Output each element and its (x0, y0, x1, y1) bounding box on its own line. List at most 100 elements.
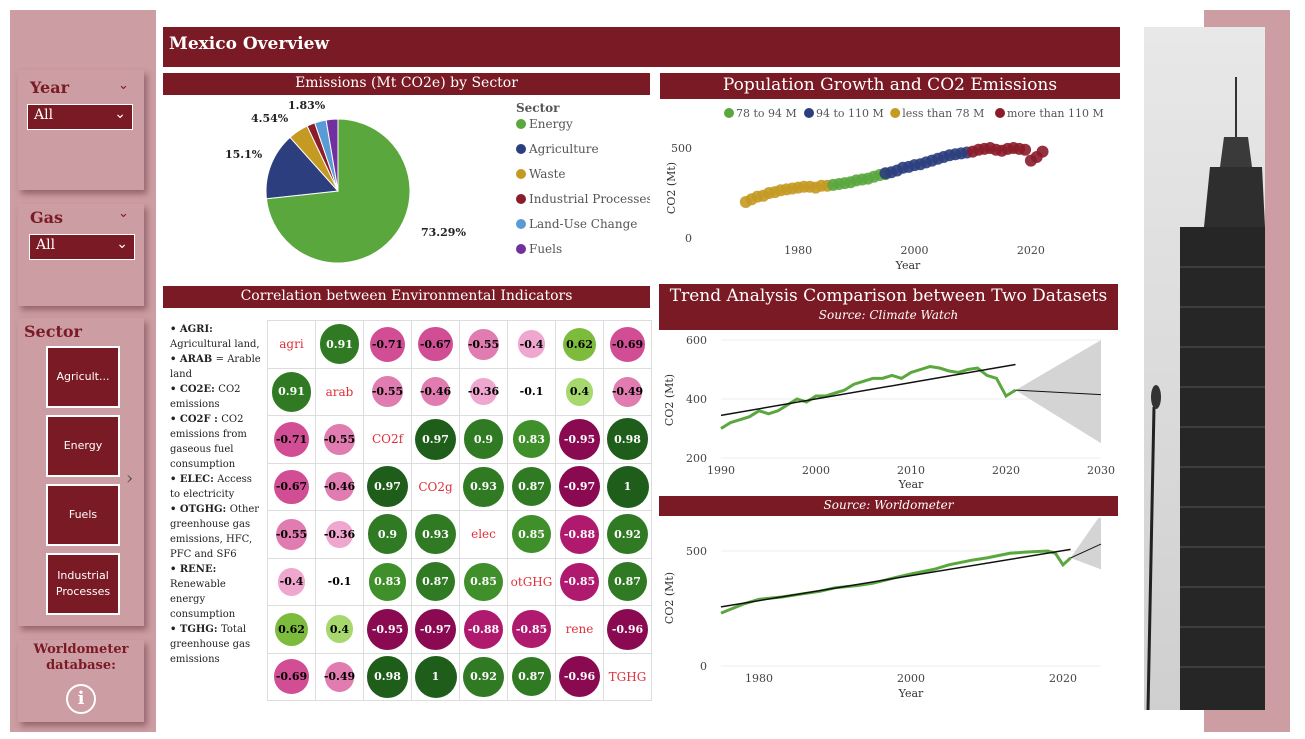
corr-value: 0.98 (614, 432, 641, 446)
pie-data-label: 1.83% (288, 99, 326, 112)
corr-bubble: 0.4 (325, 615, 354, 644)
corr-cell: 0.85 (507, 510, 556, 559)
corr-bubble: -0.97 (558, 466, 601, 508)
corr-value: -0.88 (467, 622, 500, 636)
corr-bubble: -0.71 (369, 326, 406, 362)
y-tick-label: 0 (685, 232, 692, 245)
glossary-key: • OTGHG: (170, 504, 230, 515)
gas-dropdown[interactable]: All ⌄ (29, 234, 135, 260)
corr-bubble: -0.49 (612, 376, 643, 407)
corr-cell: 0.9 (459, 415, 508, 464)
corr-row: -0.69 -0.49 0.98 1 0.92 0.87 -0.96 TGHG (267, 652, 652, 701)
corr-value: 0.87 (518, 480, 545, 494)
pie-legend-title: Sector (516, 101, 560, 115)
sector-tile-fuels[interactable]: Fuels (46, 484, 120, 546)
corr-cell: -0.1 (507, 367, 556, 416)
y-axis-label: CO2 (Mt) (665, 162, 678, 214)
sector-tile-energy[interactable]: Energy (46, 415, 120, 477)
corr-bubble: -0.96 (606, 608, 649, 650)
corr-bubble: -0.36 (324, 520, 355, 548)
corr-cell: 0.85 (459, 557, 508, 606)
scatter-legend-item: 78 to 94 M (736, 107, 797, 120)
trend-header: Trend Analysis Comparison between Two Da… (659, 284, 1118, 330)
corr-cell: otGHG (507, 557, 556, 606)
corr-value: -0.69 (275, 670, 308, 684)
corr-bubble: 0.98 (366, 655, 409, 698)
corr-value: 0.9 (377, 527, 398, 541)
corr-variable-label: otGHG (510, 574, 553, 589)
corr-value: 0.4 (329, 622, 350, 636)
gas-slicer: Gas ⌄ All ⌄ (18, 204, 144, 306)
x-tick-label: 2000 (897, 672, 925, 685)
corr-cell: -0.49 (603, 367, 652, 416)
glossary-text: Agricultural land, (170, 339, 260, 350)
corr-bubble: 0.98 (606, 418, 649, 460)
corr-cell: 0.87 (411, 557, 460, 606)
corr-value: -0.1 (327, 575, 352, 589)
glossary-item: • RENE: Renewable energy consumption (170, 562, 262, 622)
corr-value: -0.71 (275, 432, 308, 446)
x-tick-label: 1990 (707, 464, 735, 477)
legend-marker (516, 144, 526, 154)
corr-value: 0.87 (518, 670, 545, 684)
corr-cell: -0.46 (315, 462, 364, 511)
glossary-item: • TGHG: Total greenhouse gas emissions (170, 622, 262, 667)
corr-cell: elec (459, 510, 508, 559)
corr-cell: 0.87 (507, 462, 556, 511)
corr-value: -0.88 (563, 527, 596, 541)
x-tick-label: 2000 (901, 244, 929, 257)
corr-value: -0.85 (563, 575, 596, 589)
corr-cell: -0.71 (363, 320, 412, 369)
glossary-item: • OTGHG: Other greenhouse gas emissions,… (170, 502, 262, 562)
chevron-down-icon[interactable]: ⌄ (118, 206, 129, 221)
chevron-down-icon[interactable]: ⌄ (118, 78, 129, 93)
y-tick-label: 600 (686, 334, 707, 347)
y-tick-label: 400 (686, 393, 707, 406)
corr-variable-label: CO2g (418, 479, 453, 494)
sector-tile-agriculture[interactable]: Agricult... (46, 346, 120, 408)
corr-value: 0.62 (566, 337, 593, 351)
corr-cell: 0.83 (507, 415, 556, 464)
corr-value: 0.83 (518, 432, 545, 446)
glossary-key: • CO2F : (170, 414, 222, 425)
sector-slicer: Sector Agricult... Energy Fuels Industri… (18, 318, 144, 626)
corr-cell: 0.98 (603, 415, 652, 464)
corr-cell: -0.97 (411, 605, 460, 654)
y-tick-label: 0 (700, 660, 707, 673)
corr-bubble: -0.4 (517, 330, 546, 359)
corr-cell: 0.97 (363, 462, 412, 511)
corr-cell: -0.88 (459, 605, 508, 654)
corr-variable-label: elec (471, 527, 496, 542)
corr-value: -0.55 (371, 385, 404, 399)
corr-cell: TGHG (603, 652, 652, 701)
sector-tile-industrial[interactable]: Industrial Processes (46, 553, 120, 615)
glossary-item: • ELEC: Access to electricity (170, 472, 262, 502)
corr-value: -0.55 (275, 527, 308, 541)
corr-value: -0.96 (563, 670, 596, 684)
pie-chart: 73.29% 15.1% 4.54%1.83% Sector Energy Agricul… (225, 99, 650, 264)
corr-cell: 0.87 (507, 652, 556, 701)
corr-bubble: -0.55 (468, 328, 499, 360)
corr-bubble: 0.83 (368, 562, 407, 601)
corr-bubble: 0.91 (271, 371, 312, 412)
corr-cell: -0.96 (555, 652, 604, 701)
corr-value: 0.93 (470, 480, 497, 494)
corr-value: -0.67 (275, 480, 308, 494)
trend-source-2: Source: Worldometer (659, 496, 1118, 516)
gas-slicer-label: Gas (30, 208, 64, 227)
chevron-right-icon[interactable]: › (126, 468, 134, 489)
corr-cell: -0.97 (555, 462, 604, 511)
x-tick-label: 2020 (1017, 244, 1045, 257)
corr-bubble: 0.4 (565, 377, 594, 406)
forecast-line (1070, 543, 1102, 559)
corr-bubble: 0.9 (463, 419, 504, 460)
corr-value: 1 (623, 480, 632, 494)
corr-cell: -0.69 (267, 652, 316, 701)
corr-cell: 0.87 (603, 557, 652, 606)
info-icon[interactable]: i (66, 684, 96, 714)
corr-bubble: -0.95 (367, 608, 408, 650)
year-dropdown[interactable]: All ⌄ (27, 104, 133, 130)
corr-bubble: 1 (414, 655, 457, 698)
corr-value: 0.4 (569, 385, 590, 399)
corr-variable-label: agri (279, 337, 304, 352)
